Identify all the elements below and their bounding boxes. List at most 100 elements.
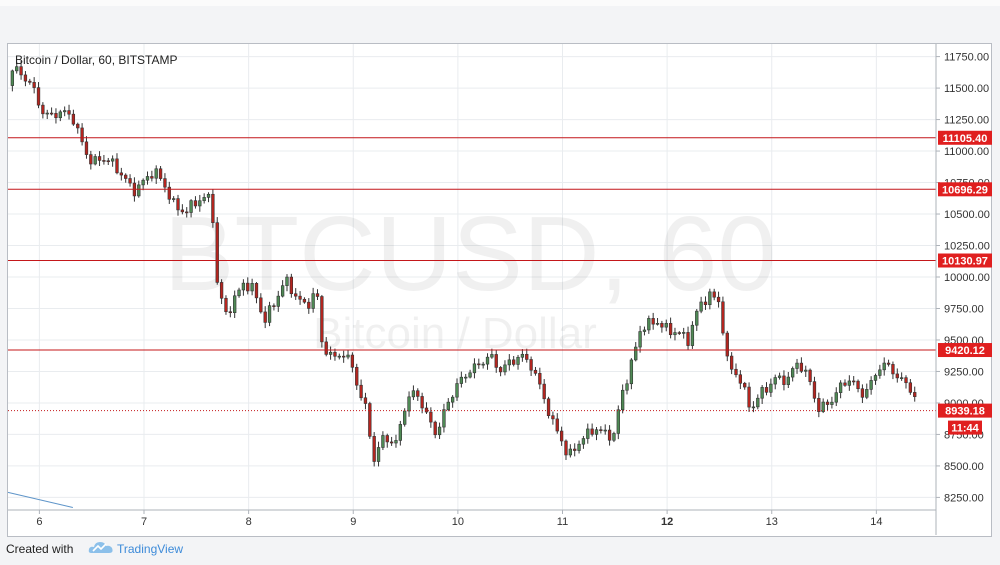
candle-up [411,390,416,398]
horizontal-levels[interactable] [8,137,936,412]
candle-down [89,154,93,165]
candle-down [106,160,110,163]
price-tick-label: 8500.00 [944,461,984,473]
footer: Created with TradingView [0,537,1000,565]
candle-up [690,324,695,346]
candle-down [825,401,830,405]
chart-frame [7,43,992,537]
candle-down [324,341,328,355]
candle-down [128,178,132,184]
candle-down [333,351,337,357]
candle-up [634,346,638,361]
candle-up [110,158,115,162]
candle-down [76,123,80,129]
candle-down [651,318,655,325]
candle-down [607,429,612,441]
candle-up [873,375,878,381]
price-tick-label: 8250.00 [944,492,984,504]
candle-down [808,369,812,382]
footer-brand-link[interactable]: TradingView [117,542,184,556]
candle-down [512,359,516,365]
candle-up [267,305,272,323]
time-tick-label: 11 [557,516,568,528]
candle-up [804,369,808,372]
candle-up [233,295,237,314]
candle-up [15,66,19,72]
candle-down [721,301,725,334]
candle-down [368,403,372,437]
price-tick-label: 9250.00 [944,366,984,378]
candle-down [542,383,546,400]
candle-up [795,362,799,369]
trend-lines[interactable] [7,491,73,508]
tradingview-cloud-icon[interactable] [88,540,114,556]
time-tick-label: 9 [350,516,356,528]
price-tick-label: 10250.00 [944,241,990,253]
candle-down [590,428,594,435]
price-tick-label: 11750.00 [944,52,989,64]
candle-down [185,211,189,214]
candle-up [882,362,886,371]
footer-created-with: Created with [6,542,74,556]
candle-down [782,375,786,385]
candle-down [307,301,311,309]
candle-down [315,293,320,297]
candle-down [246,282,250,292]
candle-down [660,323,664,328]
candle-up [773,377,777,385]
candle-down [124,174,128,179]
candle-down [573,448,577,451]
chart-canvas[interactable]: BTCUSD, 60 Bitcoin / Dollar 11750.00 1150… [0,0,1000,537]
candle-up [647,318,651,331]
candle-up [464,376,468,379]
candle-down [729,355,734,370]
candle-up [459,376,464,384]
candle-down [363,397,368,404]
price-tick-label: 9750.00 [944,303,984,315]
candle-up [751,406,756,409]
watermark-symbol: BTCUSD, 60 [164,195,777,313]
candle-down [677,332,681,334]
candle-down [668,323,673,336]
candle-down [477,363,481,366]
candle-up [450,396,455,403]
candle-down [115,158,119,174]
candle-up [603,429,607,432]
candle-down [163,178,167,188]
candle-down [817,398,821,412]
candle-up [198,200,202,207]
candle-down [158,168,163,179]
candle-down [211,193,215,223]
candle-down [272,305,276,307]
candle-up [141,179,145,186]
candle-down [725,332,729,357]
last-price-label-bg [938,403,992,418]
candle-up [45,112,49,115]
candle-up [58,111,62,119]
candle-up [276,295,280,307]
candle-down [167,186,171,200]
candle-up [612,433,616,441]
candle-down [416,390,420,397]
candle-up [568,448,572,456]
candle-up [516,356,520,365]
candle-up [311,293,315,309]
candle-down [886,362,891,365]
candle-up [830,401,834,405]
candles [10,60,917,467]
candle-down [546,398,551,416]
candle-down [529,359,533,371]
candle-up [468,372,472,378]
candle-down [716,296,721,303]
candle-up [154,168,158,179]
trend-line[interactable] [7,491,73,508]
candle-up [407,396,411,412]
candle-down [254,283,259,299]
candle-down [193,200,198,207]
candle-up [337,355,341,358]
axes: 11750.0011500.0011250.0011000.0010750.00… [8,44,992,535]
candle-up [446,401,450,410]
level-label-bg [938,253,992,268]
candle-down [904,377,908,384]
candle-down [342,355,346,358]
